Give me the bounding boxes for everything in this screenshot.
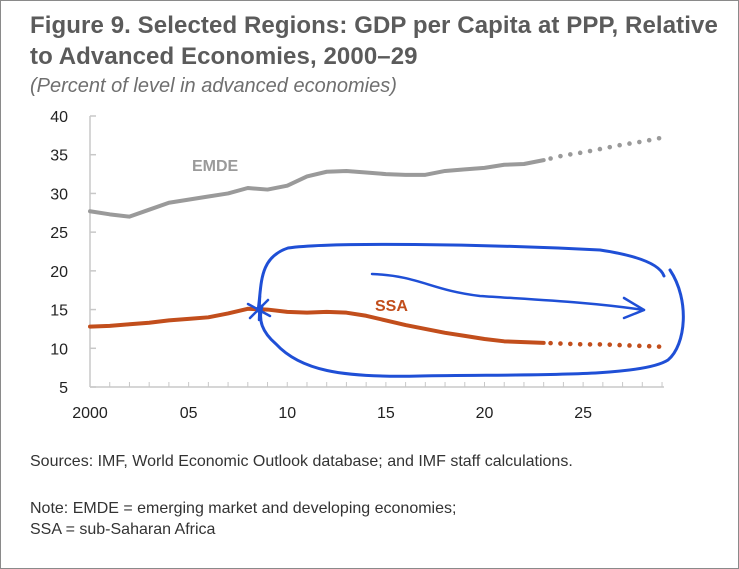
emde-projection-dot	[597, 146, 603, 152]
ssa-projection-dot	[627, 343, 632, 348]
emde-projection-dot	[646, 137, 652, 143]
ssa-projection-dot	[568, 341, 573, 347]
ssa-projection-dot	[587, 342, 593, 347]
y-tick-label: 30	[50, 186, 68, 203]
chart-subtitle: (Percent of level in advanced economies)	[30, 75, 397, 97]
ssa-projection-dot	[646, 343, 652, 349]
ssa-projection-dot	[597, 342, 603, 347]
series-label-ssa: SSA	[375, 298, 408, 315]
chart-title: Figure 9. Selected Regions: GDP per Capi…	[30, 12, 718, 70]
x-tick-label: 05	[180, 405, 198, 422]
x-tick-label: 25	[574, 405, 592, 422]
annotation-arrowhead	[622, 296, 646, 320]
x-tick-label: 2000	[72, 405, 108, 422]
ssa-projection-dot	[617, 342, 622, 348]
series-label-emde: EMDE	[192, 158, 239, 175]
ssa-line	[88, 306, 546, 345]
ssa-projection-dot	[656, 344, 662, 349]
x-tick-label: 15	[377, 405, 395, 422]
emde-projection-dot	[607, 144, 613, 150]
note-line: Note: EMDE = emerging market and develop…	[30, 500, 457, 517]
ssa-projection-dot	[577, 341, 583, 347]
sources-note: Sources: IMF, World Economic Outlook dat…	[30, 453, 573, 470]
ssa-projection-dot	[637, 343, 642, 349]
emde-projection-dot	[627, 141, 632, 146]
emde-projection-dot	[617, 142, 622, 148]
ssa-projection-dot	[607, 342, 613, 347]
x-tick-label: 20	[476, 405, 494, 422]
note-line: SSA = sub-Saharan Africa	[30, 521, 216, 538]
ssa-projection-dot	[548, 340, 553, 346]
annotation-circle	[256, 242, 685, 378]
emde-projection-dot	[637, 139, 642, 145]
annotation-arrow	[370, 272, 646, 312]
emde-projection-dot	[587, 148, 593, 154]
emde-projection-dot	[568, 152, 573, 157]
x-tick-label: 10	[278, 405, 296, 422]
emde-projection-dot	[558, 153, 563, 159]
y-tick-label: 15	[50, 303, 68, 320]
ssa-projection-dot	[558, 341, 563, 346]
emde-line	[88, 158, 546, 219]
line-chart: 5 10 15 20 25 30 35 40 2000 05 10 15 20 25 EMDE SSA	[50, 109, 685, 422]
y-tick-label: 10	[50, 341, 68, 358]
y-tick-label: 40	[50, 109, 68, 126]
y-tick-label: 35	[50, 148, 68, 165]
annotation-star-mark	[246, 294, 272, 322]
y-tick-label: 5	[59, 380, 68, 397]
abbreviation-note: Note: EMDE = emerging market and develop…	[30, 498, 710, 540]
y-tick-label: 20	[50, 264, 68, 281]
emde-projection-dot	[656, 135, 662, 141]
emde-projection-dot	[548, 156, 553, 161]
y-tick-label: 25	[50, 225, 68, 242]
emde-projection-dot	[577, 150, 583, 156]
